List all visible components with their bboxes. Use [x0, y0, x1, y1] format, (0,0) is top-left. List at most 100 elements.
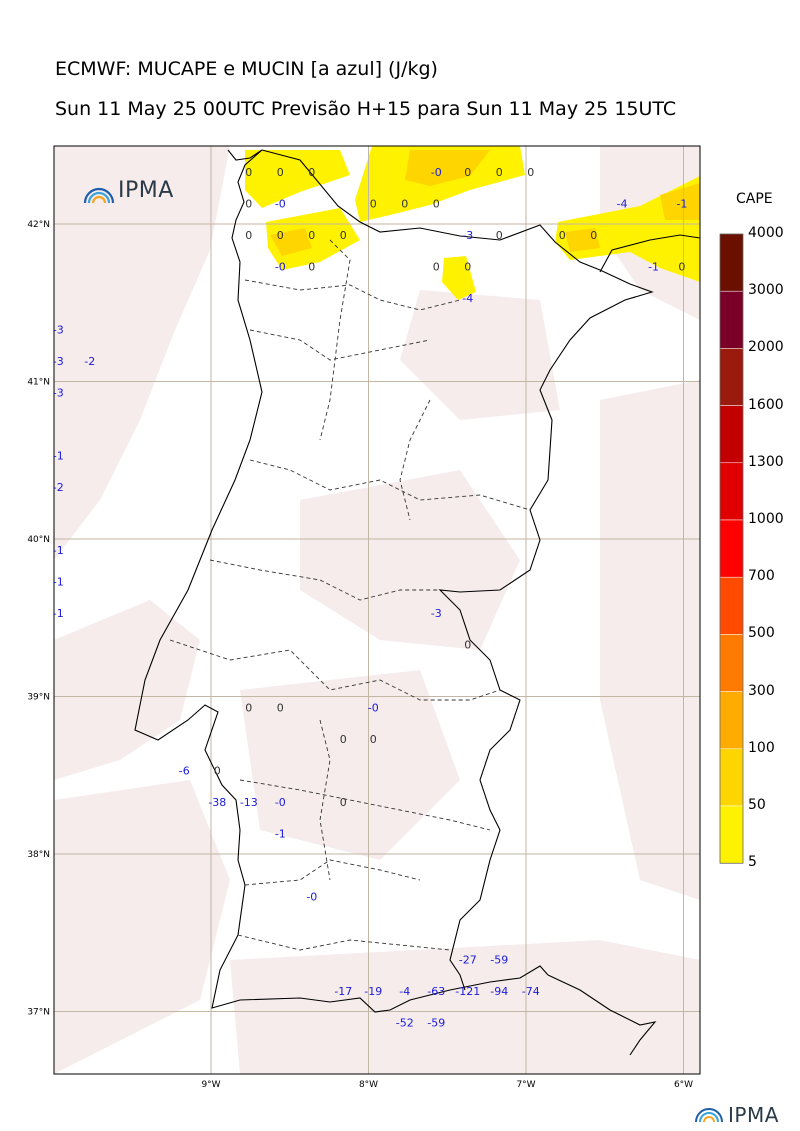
- grid-value-label: -52: [396, 1017, 414, 1030]
- district-border: [319, 719, 331, 881]
- ipma-logo-footer: IPMA: [695, 1103, 779, 1127]
- portugal-coastline: [134, 149, 549, 1013]
- cape-field-blob: [442, 256, 476, 300]
- district-border: [239, 779, 491, 831]
- district-border: [209, 559, 440, 601]
- grid-value-label: 0: [277, 166, 284, 179]
- longitude-tick-label: 7°W: [516, 1080, 535, 1090]
- district-border: [319, 239, 351, 441]
- colorbar-segment: [719, 233, 744, 292]
- colorbar-level-label: 4000: [748, 225, 784, 241]
- grid-value-label: 0: [433, 198, 440, 211]
- grid-value-label: -0: [306, 891, 317, 904]
- grid-value-label: -121: [455, 985, 480, 998]
- cape-field-blob: [565, 228, 600, 252]
- grid-value-label: 0: [496, 166, 503, 179]
- spain-south-coast: [547, 974, 657, 1056]
- grid-value-label: -6: [179, 765, 190, 778]
- grid-value-label: -0: [275, 261, 286, 274]
- colorbar-title: CAPE: [736, 191, 773, 207]
- grid-value-label: -3: [53, 355, 64, 368]
- grid-value-label: -3: [53, 324, 64, 337]
- ipma-logo-text: IPMA: [118, 178, 174, 203]
- colorbar-level-label: 5: [748, 854, 757, 871]
- longitude-tick-label: 6°W: [674, 1080, 693, 1090]
- grid-value-label: 0: [245, 198, 252, 211]
- grid-value-label: 0: [464, 639, 471, 652]
- cape-field-blob: [405, 150, 490, 186]
- colorbar-level-label: 1300: [748, 453, 784, 470]
- grid-value-label: 0: [464, 261, 471, 274]
- grid-value-label: -4: [617, 198, 628, 211]
- ipma-logo-map: IPMA: [82, 178, 174, 203]
- colorbar-segment: [719, 290, 744, 349]
- colorbar-level-label: 500: [748, 625, 775, 642]
- grid-value-label: 0: [370, 733, 377, 746]
- colorbar-level-label: 300: [748, 682, 775, 699]
- colorbar-level-label: 100: [748, 739, 775, 756]
- cape-field-blob: [54, 146, 230, 560]
- grid-value-label: -1: [53, 607, 64, 620]
- grid-value-label: -1: [275, 828, 286, 841]
- grid-value-label: 0: [277, 229, 284, 242]
- graticule: [54, 146, 700, 1074]
- grid-value-label: -3: [53, 387, 64, 400]
- grid-value-label: 0: [340, 733, 347, 746]
- grid-value-label: -27: [459, 954, 477, 967]
- grid-value-label: 0: [559, 229, 566, 242]
- grid-value-label: -13: [240, 796, 258, 809]
- grid-value-label: 0: [527, 166, 534, 179]
- grid-value-label: -38: [208, 796, 226, 809]
- ipma-logo-text: IPMA: [728, 1103, 779, 1127]
- grid-value-label: -0: [431, 166, 442, 179]
- colorbar-segment: [719, 691, 744, 750]
- grid-value-label: 0: [245, 702, 252, 715]
- cape-field-blob: [245, 150, 350, 208]
- grid-value-label: -1: [53, 576, 64, 589]
- colorbar-level-label: 2000: [748, 339, 784, 356]
- grid-value-label: -17: [334, 985, 352, 998]
- longitude-tick-label: 8°W: [359, 1080, 378, 1090]
- colorbar-segment: [719, 348, 744, 406]
- grid-value-label: 0: [340, 229, 347, 242]
- latitude-tick-label: 37°N: [27, 1008, 50, 1018]
- colorbar-segment: [719, 462, 744, 521]
- grid-value-label: 0: [401, 198, 408, 211]
- colorbar-segment: [719, 519, 744, 578]
- grid-value-label: -74: [522, 985, 540, 998]
- cape-field-layer: [54, 146, 700, 1074]
- district-borders: [169, 239, 531, 951]
- cape-field-blob: [54, 780, 230, 1074]
- district-border: [237, 934, 451, 951]
- grid-value-label: -0: [368, 702, 379, 715]
- grid-value-label: -1: [676, 198, 687, 211]
- cape-field-blob: [240, 670, 460, 860]
- grid-value-label: -0: [275, 796, 286, 809]
- latitude-tick-label: 40°N: [27, 535, 50, 545]
- district-border: [244, 279, 461, 311]
- colorbar-level-label: 50: [748, 797, 766, 813]
- grid-value-label: 0: [245, 166, 252, 179]
- colorbar-level-label: 700: [748, 568, 775, 585]
- colorbar-level-label: 3000: [748, 282, 784, 299]
- grid-value-label: -1: [53, 450, 64, 463]
- chart-subtitle: Sun 11 May 25 00UTC Previsão H+15 para S…: [55, 98, 677, 120]
- grid-value-label: -59: [427, 1017, 445, 1030]
- grid-value-label: 0: [678, 261, 685, 274]
- chart-title: ECMWF: MUCAPE e MUCIN [a azul] (J/kg): [55, 58, 438, 80]
- grid-value-label: -59: [490, 954, 508, 967]
- cape-field-blob: [230, 940, 700, 1074]
- grid-value-label: 0: [433, 261, 440, 274]
- grid-value-label: 0: [370, 198, 377, 211]
- grid-value-label: 0: [214, 765, 221, 778]
- colorbar-segment: [719, 576, 744, 635]
- grid-value-label: 0: [496, 229, 503, 242]
- ipma-rainbow-logo: [695, 1108, 723, 1123]
- longitude-tick-label: 9°W: [201, 1080, 220, 1090]
- grid-value-label: -1: [648, 261, 659, 274]
- colorbar-segment: [719, 805, 744, 864]
- spain-north-coast: [227, 149, 700, 273]
- grid-value-label: 0: [464, 166, 471, 179]
- grid-value-label: -4: [462, 292, 473, 305]
